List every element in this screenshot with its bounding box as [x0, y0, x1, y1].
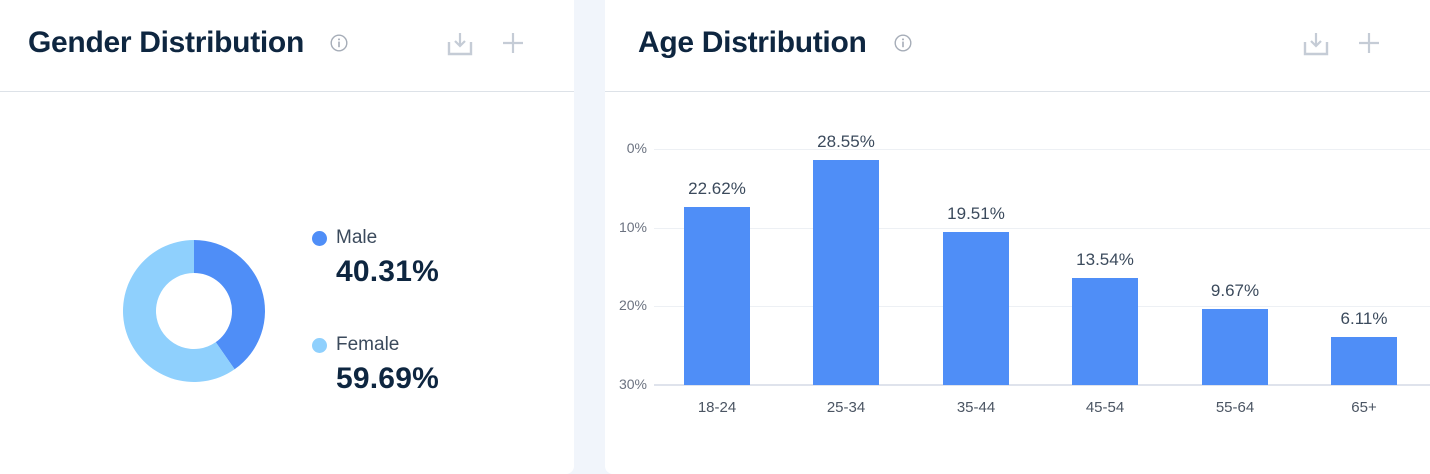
download-icon[interactable]: [447, 30, 473, 56]
y-axis-tick: 30%: [618, 376, 647, 392]
bar-18-24[interactable]: [684, 207, 750, 385]
bar-25-34[interactable]: [813, 160, 879, 385]
male-dot-icon: [312, 231, 327, 246]
bar-45-54[interactable]: [1072, 278, 1138, 385]
bar-65+[interactable]: [1331, 336, 1397, 385]
bar-55-64[interactable]: [1202, 308, 1268, 385]
age-distribution-card: Age Distribution 0% 10% 20% 30% 22.62% 18-24 2…: [605, 0, 1430, 474]
gender-donut-chart: [123, 240, 265, 382]
x-axis-tick: 25-34: [826, 399, 866, 416]
gridline: [654, 149, 1430, 150]
legend-label-female: Female: [336, 334, 400, 355]
age-title: Age Distribution: [638, 26, 867, 59]
y-axis-tick: 20%: [618, 297, 647, 314]
legend-value-female: 59.69%: [336, 362, 439, 395]
bar-value-label: 19.51%: [947, 203, 1005, 223]
female-dot-icon: [312, 338, 327, 353]
x-axis-tick: 65+: [1351, 399, 1377, 416]
gridline: [654, 384, 1430, 386]
bar-value-label: 9.67%: [1210, 280, 1260, 300]
x-axis-tick: 18-24: [697, 399, 737, 416]
x-axis-tick: 55-64: [1215, 399, 1255, 416]
bar-value-label: 28.55%: [817, 132, 875, 152]
y-axis-tick: 10%: [618, 218, 647, 235]
plus-icon[interactable]: [1356, 30, 1382, 56]
gender-title: Gender Distribution: [28, 26, 304, 59]
x-axis-tick: 35-44: [956, 399, 996, 416]
gridline: [654, 306, 1430, 308]
bar-value-label: 6.11%: [1340, 308, 1388, 328]
plus-icon[interactable]: [500, 30, 526, 56]
donut-slice-female[interactable]: [123, 240, 235, 382]
legend-value-male: 40.31%: [336, 255, 439, 288]
download-icon[interactable]: [1303, 30, 1329, 56]
gender-distribution-card: Gender Distribution Male 40.31% Female 5…: [0, 0, 574, 474]
age-bar-chart: 0% 10% 20% 30% 22.62% 18-24 28.55% 25-34 19.51% 3…: [605, 92, 1430, 474]
bar-value-label: 13.54%: [1076, 250, 1134, 270]
age-card-header: Age Distribution: [605, 0, 1430, 92]
bar-value-label: 22.62%: [688, 179, 746, 199]
donut-slice-male[interactable]: [194, 240, 265, 370]
gridline: [654, 227, 1430, 229]
info-circle-icon[interactable]: [894, 34, 912, 52]
gender-card-header: Gender Distribution: [0, 0, 574, 92]
legend-label-male: Male: [336, 227, 378, 248]
y-axis-tick: 0%: [626, 140, 647, 156]
bar-35-44[interactable]: [943, 231, 1009, 385]
info-circle-icon[interactable]: [330, 34, 348, 52]
x-axis-tick: 45-54: [1085, 399, 1125, 416]
